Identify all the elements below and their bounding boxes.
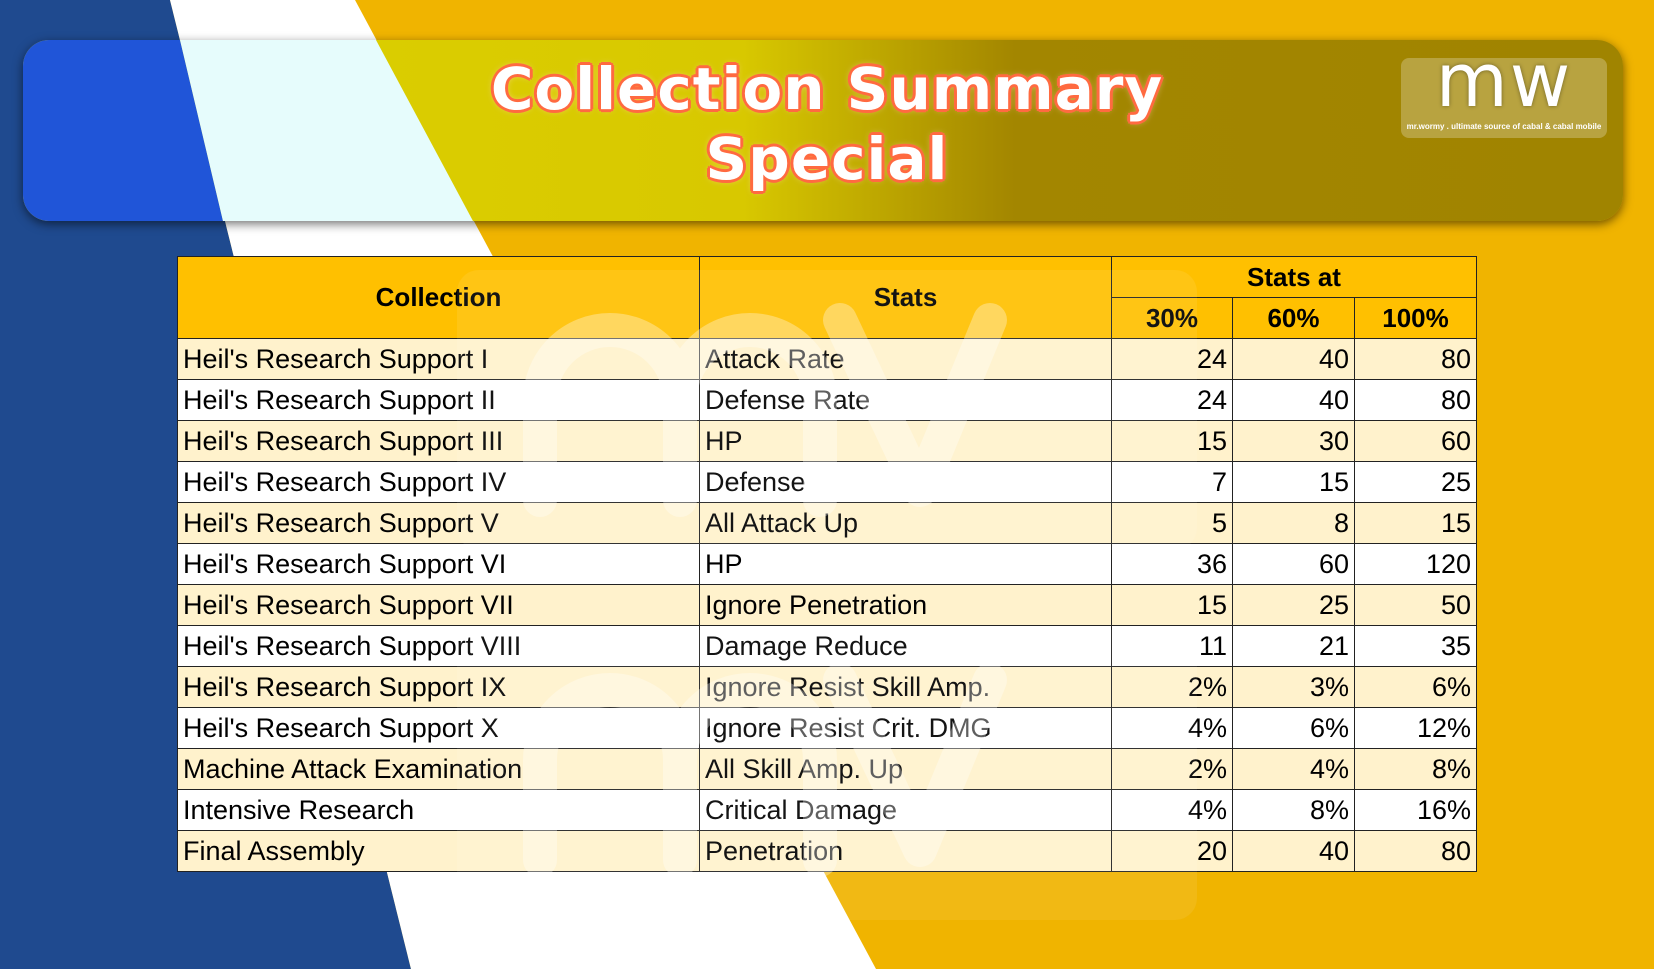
- value-100-cell: 35: [1354, 625, 1477, 667]
- value-100-cell: 80: [1354, 338, 1477, 380]
- collection-cell: Intensive Research: [177, 789, 700, 831]
- value-100-cell: 50: [1354, 584, 1477, 626]
- logo-tagline: mr.wormy . ultimate source of cabal & ca…: [1406, 122, 1602, 131]
- stat-cell: HP: [699, 420, 1112, 462]
- value-30-cell: 4%: [1111, 789, 1233, 831]
- value-100-cell: 80: [1354, 830, 1477, 872]
- table-row: Intensive Research Critical Damage 4% 8% 16%: [177, 789, 1477, 831]
- table-row: Heil's Research Support V All Attack Up 5 8…: [177, 502, 1477, 544]
- value-30-cell: 15: [1111, 584, 1233, 626]
- value-100-cell: 80: [1354, 379, 1477, 421]
- value-60-cell: 40: [1232, 379, 1355, 421]
- page-title: Collection Summary: [490, 55, 1164, 123]
- stat-cell: Ignore Resist Skill Amp.: [699, 666, 1112, 708]
- stat-cell: Ignore Penetration: [699, 584, 1112, 626]
- table-row: Heil's Research Support IV Defense 7 15 25: [177, 461, 1477, 503]
- collection-cell: Machine Attack Examination: [177, 748, 700, 790]
- value-60-cell: 15: [1232, 461, 1355, 503]
- stat-cell: Defense: [699, 461, 1112, 503]
- value-30-cell: 24: [1111, 379, 1233, 421]
- value-60-cell: 8: [1232, 502, 1355, 544]
- header-stats-at: Stats at: [1111, 256, 1477, 298]
- page-subtitle: Special: [705, 125, 949, 193]
- collection-cell: Heil's Research Support X: [177, 707, 700, 749]
- collection-cell: Heil's Research Support IX: [177, 666, 700, 708]
- value-60-cell: 6%: [1232, 707, 1355, 749]
- value-100-cell: 15: [1354, 502, 1477, 544]
- value-100-cell: 8%: [1354, 748, 1477, 790]
- logo-mark: mw: [1435, 38, 1573, 124]
- stat-cell: Defense Rate: [699, 379, 1112, 421]
- logo: mw mr.wormy . ultimate source of cabal &…: [1401, 44, 1607, 138]
- table-row: Heil's Research Support II Defense Rate 24…: [177, 379, 1477, 421]
- value-60-cell: 21: [1232, 625, 1355, 667]
- collection-table: Collection Stats Stats at 30% 60% 100% H…: [177, 256, 1477, 872]
- value-100-cell: 120: [1354, 543, 1477, 585]
- value-100-cell: 12%: [1354, 707, 1477, 749]
- stat-cell: All Skill Amp. Up: [699, 748, 1112, 790]
- header-collection: Collection: [177, 256, 700, 339]
- table-row: Heil's Research Support X Ignore Resist C…: [177, 707, 1477, 749]
- value-30-cell: 2%: [1111, 666, 1233, 708]
- table-row: Heil's Research Support III HP 15 30 60: [177, 420, 1477, 462]
- value-30-cell: 7: [1111, 461, 1233, 503]
- value-30-cell: 2%: [1111, 748, 1233, 790]
- stat-cell: Ignore Resist Crit. DMG: [699, 707, 1112, 749]
- collection-cell: Heil's Research Support VII: [177, 584, 700, 626]
- value-60-cell: 4%: [1232, 748, 1355, 790]
- value-30-cell: 15: [1111, 420, 1233, 462]
- collection-cell: Heil's Research Support I: [177, 338, 700, 380]
- stat-cell: Penetration: [699, 830, 1112, 872]
- value-30-cell: 11: [1111, 625, 1233, 667]
- value-100-cell: 16%: [1354, 789, 1477, 831]
- value-30-cell: 24: [1111, 338, 1233, 380]
- value-30-cell: 4%: [1111, 707, 1233, 749]
- collection-cell: Heil's Research Support IV: [177, 461, 700, 503]
- value-60-cell: 40: [1232, 830, 1355, 872]
- table-row: Heil's Research Support VI HP 36 60 120: [177, 543, 1477, 585]
- collection-cell: Heil's Research Support III: [177, 420, 700, 462]
- table-row: Heil's Research Support IX Ignore Resist …: [177, 666, 1477, 708]
- collection-cell: Heil's Research Support VI: [177, 543, 700, 585]
- table-row: Heil's Research Support VII Ignore Penetr…: [177, 584, 1477, 626]
- header-100: 100%: [1354, 297, 1477, 339]
- collection-cell: Heil's Research Support V: [177, 502, 700, 544]
- header-30: 30%: [1111, 297, 1233, 339]
- value-30-cell: 20: [1111, 830, 1233, 872]
- table-row: Final Assembly Penetration 20 40 80: [177, 830, 1477, 872]
- value-60-cell: 40: [1232, 338, 1355, 380]
- value-60-cell: 60: [1232, 543, 1355, 585]
- table-row: Heil's Research Support VIII Damage Reduc…: [177, 625, 1477, 667]
- stat-cell: All Attack Up: [699, 502, 1112, 544]
- stat-cell: Critical Damage: [699, 789, 1112, 831]
- title-banner: [23, 40, 1623, 221]
- value-100-cell: 60: [1354, 420, 1477, 462]
- collection-cell: Heil's Research Support II: [177, 379, 700, 421]
- value-60-cell: 3%: [1232, 666, 1355, 708]
- value-30-cell: 5: [1111, 502, 1233, 544]
- value-100-cell: 25: [1354, 461, 1477, 503]
- value-60-cell: 8%: [1232, 789, 1355, 831]
- collection-cell: Final Assembly: [177, 830, 700, 872]
- stat-cell: Damage Reduce: [699, 625, 1112, 667]
- stat-cell: Attack Rate: [699, 338, 1112, 380]
- value-100-cell: 6%: [1354, 666, 1477, 708]
- table-row: Heil's Research Support I Attack Rate 24 40…: [177, 338, 1477, 380]
- value-60-cell: 25: [1232, 584, 1355, 626]
- table-row: Machine Attack Examination All Skill Amp.…: [177, 748, 1477, 790]
- value-60-cell: 30: [1232, 420, 1355, 462]
- header-60: 60%: [1232, 297, 1355, 339]
- stat-cell: HP: [699, 543, 1112, 585]
- value-30-cell: 36: [1111, 543, 1233, 585]
- header-stats: Stats: [699, 256, 1112, 339]
- collection-cell: Heil's Research Support VIII: [177, 625, 700, 667]
